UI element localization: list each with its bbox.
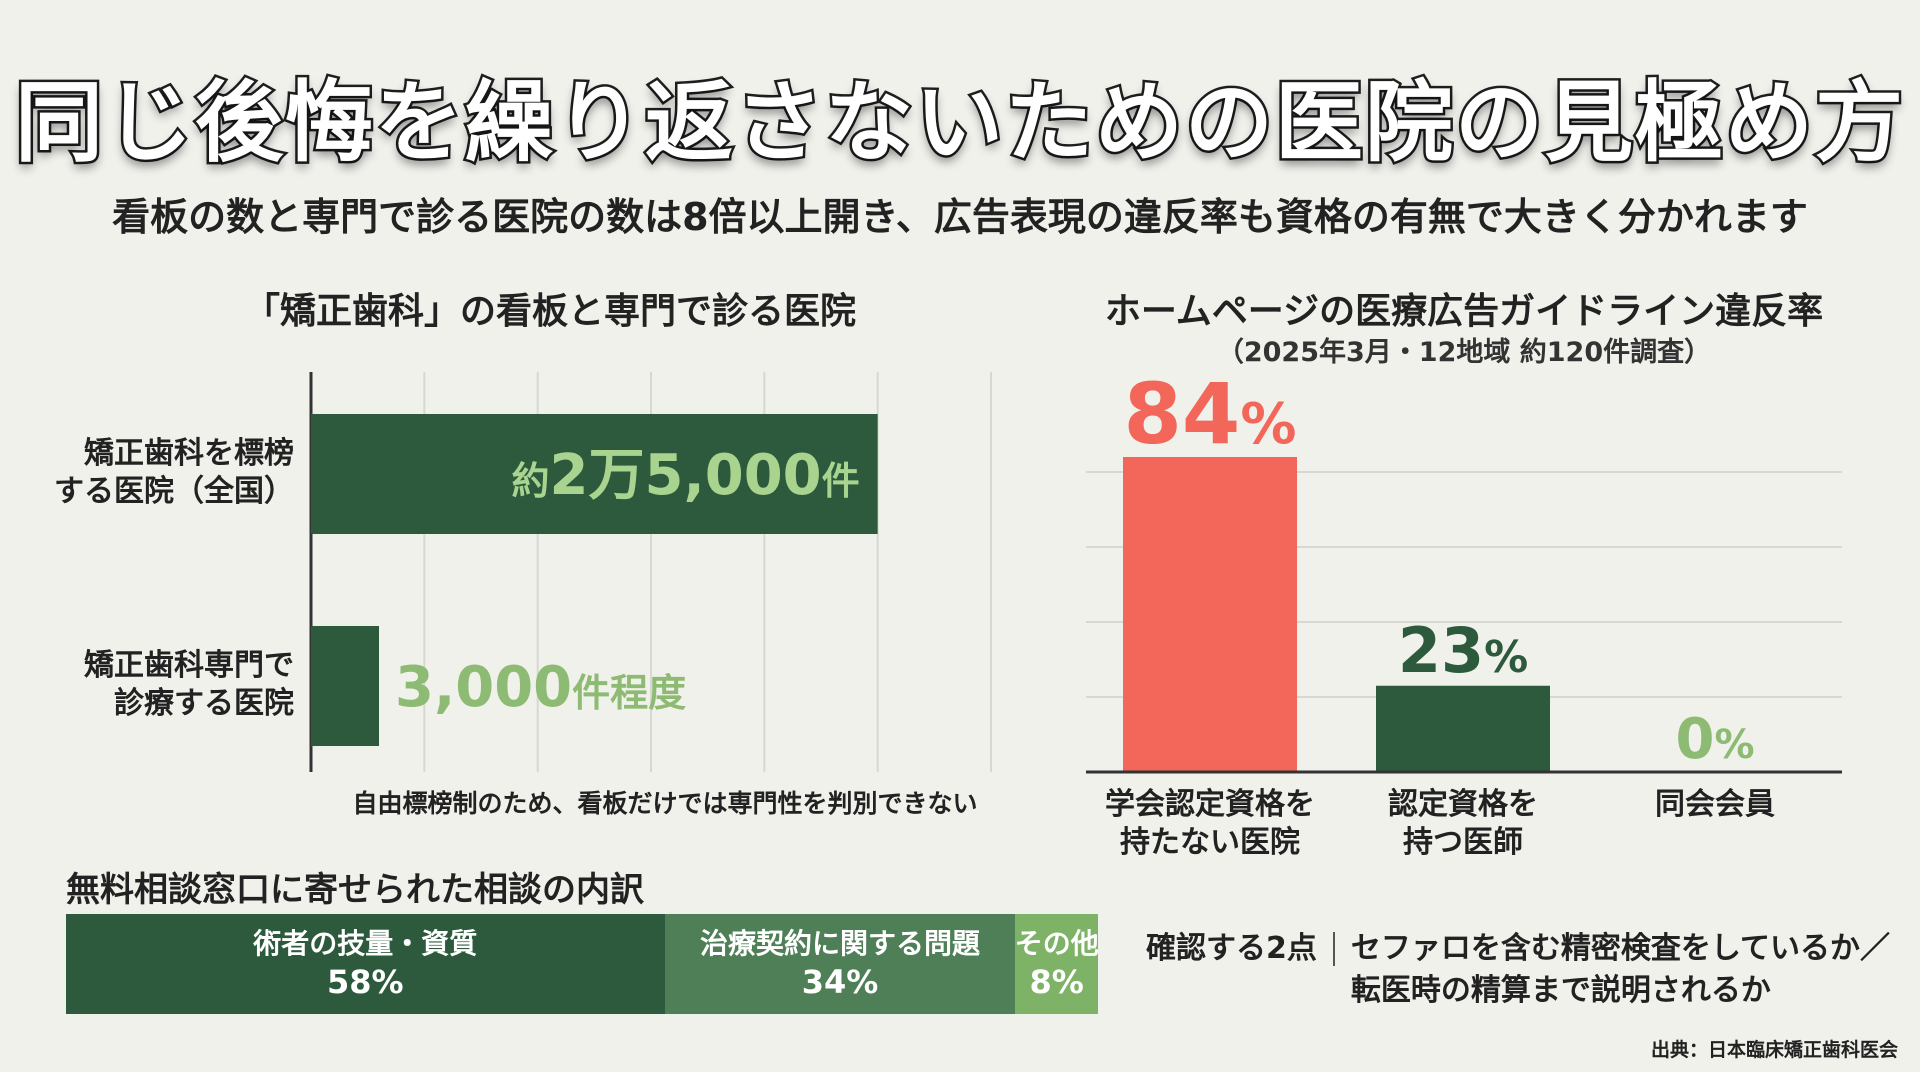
breakdown-segment-2: 治療契約に関する問題 34% xyxy=(664,914,1016,1014)
category-label-1: 学会認定資格を xyxy=(1105,787,1315,822)
breakdown-segment-label: 治療契約に関する問題 xyxy=(699,927,980,960)
category-label-2: 認定資格を xyxy=(1388,787,1538,822)
breakdown-title: 無料相談窓口に寄せられた相談の内訳 xyxy=(66,870,644,910)
check-lead: 確認する2点 xyxy=(1146,931,1317,966)
category-label-2: 矯正歯科専門で xyxy=(84,648,294,683)
check-line-2: 転医時の精算まで説明されるか xyxy=(1350,973,1771,1008)
category-label-2: 診療する医院 xyxy=(114,686,294,721)
left-chart-title: 「矯正歯科」の看板と専門で診る医院 xyxy=(243,291,856,332)
category-label-1: 持たない医院 xyxy=(1120,825,1300,860)
category-label-3: 同会会員 xyxy=(1655,787,1775,822)
value-label-1: 84% xyxy=(1123,365,1296,463)
bar-1 xyxy=(311,414,878,534)
breakdown-segment-label: 術者の技量・資質 xyxy=(253,927,478,960)
breakdown-segment-value: 34% xyxy=(801,963,879,1001)
breakdown-segment-value: 8% xyxy=(1029,963,1084,1001)
bar-2 xyxy=(311,626,379,746)
check-line-1: セファロを含む精密検査をしているか／ xyxy=(1350,931,1890,966)
category-label-2: 持つ医師 xyxy=(1403,825,1523,860)
category-label-1: する医院（全国） xyxy=(54,474,294,509)
breakdown-segment-1: 術者の技量・資質 58% xyxy=(66,914,665,1014)
breakdown-stacked-bar: 術者の技量・資質 58% 治療契約に関する問題 34% その他 8% xyxy=(66,914,1098,1014)
check-points: 確認する2点 セファロを含む精密検査をしているか／ 転医時の精算まで説明されるか xyxy=(1146,928,1890,1012)
main-title: 同じ後悔を繰り返さないための医院の見極め方 xyxy=(12,69,1905,177)
value-label-3: 0% xyxy=(1675,707,1754,772)
value-label-2: 3,000件程度 xyxy=(395,655,686,720)
source-note: 出典：日本臨床矯正歯科医会 xyxy=(1650,1039,1898,1061)
subtitle: 看板の数と専門で診る医院の数は8倍以上開き、広告表現の違反率も資格の有無で大きく… xyxy=(112,195,1808,239)
breakdown-segment-label: その他 xyxy=(1015,927,1098,960)
bar-1 xyxy=(1123,457,1297,772)
breakdown-segment-value: 58% xyxy=(326,963,404,1001)
right-chart-subtitle: （2025年3月・12地域 約120件調査） xyxy=(1216,337,1712,368)
value-label-2: 23% xyxy=(1398,614,1528,687)
category-label-1: 矯正歯科を標榜 xyxy=(84,436,294,471)
check-divider xyxy=(1332,932,1335,966)
breakdown-segment-3: その他 8% xyxy=(1015,914,1098,1014)
bar-2 xyxy=(1376,685,1550,772)
right-chart-title: ホームページの医療広告ガイドライン違反率 xyxy=(1104,291,1824,332)
left-chart-note: 自由標榜制のため、看板だけでは専門性を判別できない xyxy=(352,789,977,818)
value-label-1: 約2万5,000件 xyxy=(512,443,860,508)
